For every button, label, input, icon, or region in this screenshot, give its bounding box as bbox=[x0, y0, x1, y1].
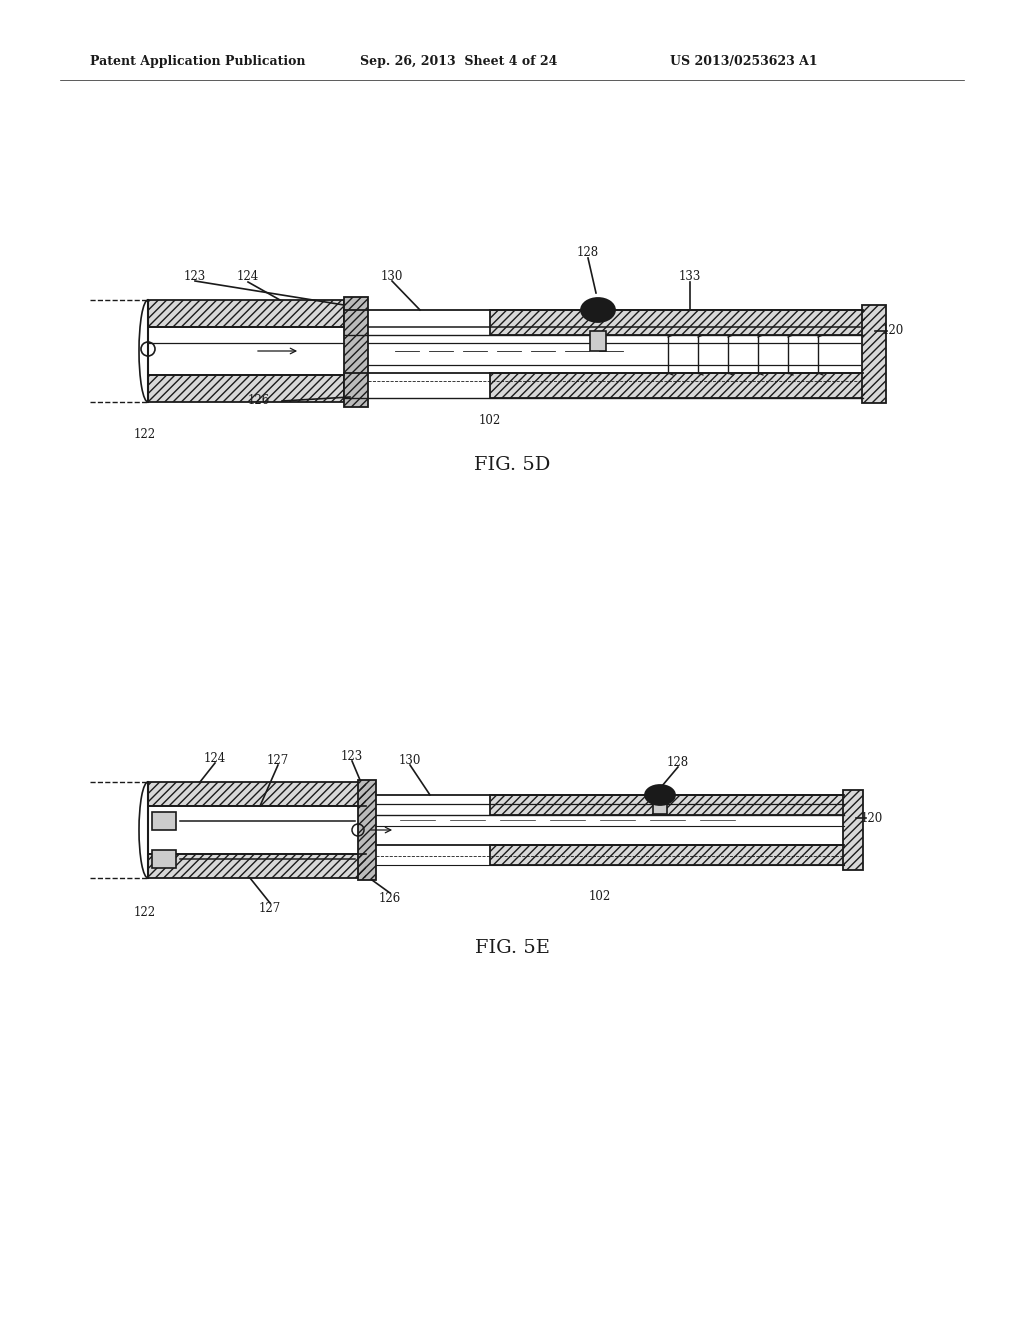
Bar bbox=[152, 850, 176, 869]
Text: Patent Application Publication: Patent Application Publication bbox=[90, 55, 305, 69]
Bar bbox=[653, 796, 667, 814]
Text: 102: 102 bbox=[479, 413, 501, 426]
Bar bbox=[490, 845, 845, 865]
Bar bbox=[148, 854, 366, 878]
Bar bbox=[148, 854, 366, 878]
Text: 124: 124 bbox=[204, 751, 226, 764]
Text: 124: 124 bbox=[237, 271, 259, 284]
Text: 130: 130 bbox=[398, 754, 421, 767]
Bar bbox=[843, 789, 863, 870]
Bar bbox=[148, 781, 366, 807]
Bar bbox=[862, 305, 886, 403]
Bar bbox=[490, 374, 865, 399]
Bar bbox=[148, 375, 344, 403]
Bar bbox=[148, 375, 344, 403]
Bar bbox=[490, 795, 845, 814]
Text: 127: 127 bbox=[259, 902, 282, 915]
Text: 133: 133 bbox=[679, 271, 701, 284]
Text: 122: 122 bbox=[134, 429, 156, 441]
Text: 120: 120 bbox=[861, 812, 883, 825]
Bar bbox=[862, 305, 886, 403]
Bar bbox=[490, 310, 865, 335]
Bar bbox=[358, 780, 376, 880]
Text: 123: 123 bbox=[184, 271, 206, 284]
Text: FIG. 5D: FIG. 5D bbox=[474, 455, 550, 474]
Text: 120: 120 bbox=[882, 325, 904, 338]
Bar bbox=[148, 300, 344, 327]
Bar bbox=[344, 297, 368, 407]
Bar bbox=[152, 812, 176, 830]
Bar bbox=[490, 310, 865, 335]
Text: 102: 102 bbox=[589, 890, 611, 903]
Ellipse shape bbox=[581, 298, 615, 322]
Text: 128: 128 bbox=[577, 247, 599, 260]
Bar bbox=[590, 331, 606, 351]
Bar bbox=[148, 300, 344, 327]
Bar bbox=[490, 795, 845, 814]
Text: 126: 126 bbox=[379, 891, 401, 904]
Text: US 2013/0253623 A1: US 2013/0253623 A1 bbox=[670, 55, 817, 69]
Text: 127: 127 bbox=[267, 754, 289, 767]
Bar bbox=[148, 781, 366, 807]
Text: 128: 128 bbox=[667, 755, 689, 768]
Text: 126: 126 bbox=[248, 395, 270, 408]
Bar bbox=[843, 789, 863, 870]
Bar bbox=[490, 374, 865, 399]
Text: 123: 123 bbox=[341, 750, 364, 763]
Text: Sep. 26, 2013  Sheet 4 of 24: Sep. 26, 2013 Sheet 4 of 24 bbox=[360, 55, 557, 69]
Bar bbox=[344, 297, 368, 407]
Text: FIG. 5E: FIG. 5E bbox=[474, 939, 550, 957]
Text: 122: 122 bbox=[134, 906, 156, 919]
Bar bbox=[490, 845, 845, 865]
Bar bbox=[358, 780, 376, 880]
Text: 130: 130 bbox=[381, 271, 403, 284]
Ellipse shape bbox=[645, 785, 675, 805]
